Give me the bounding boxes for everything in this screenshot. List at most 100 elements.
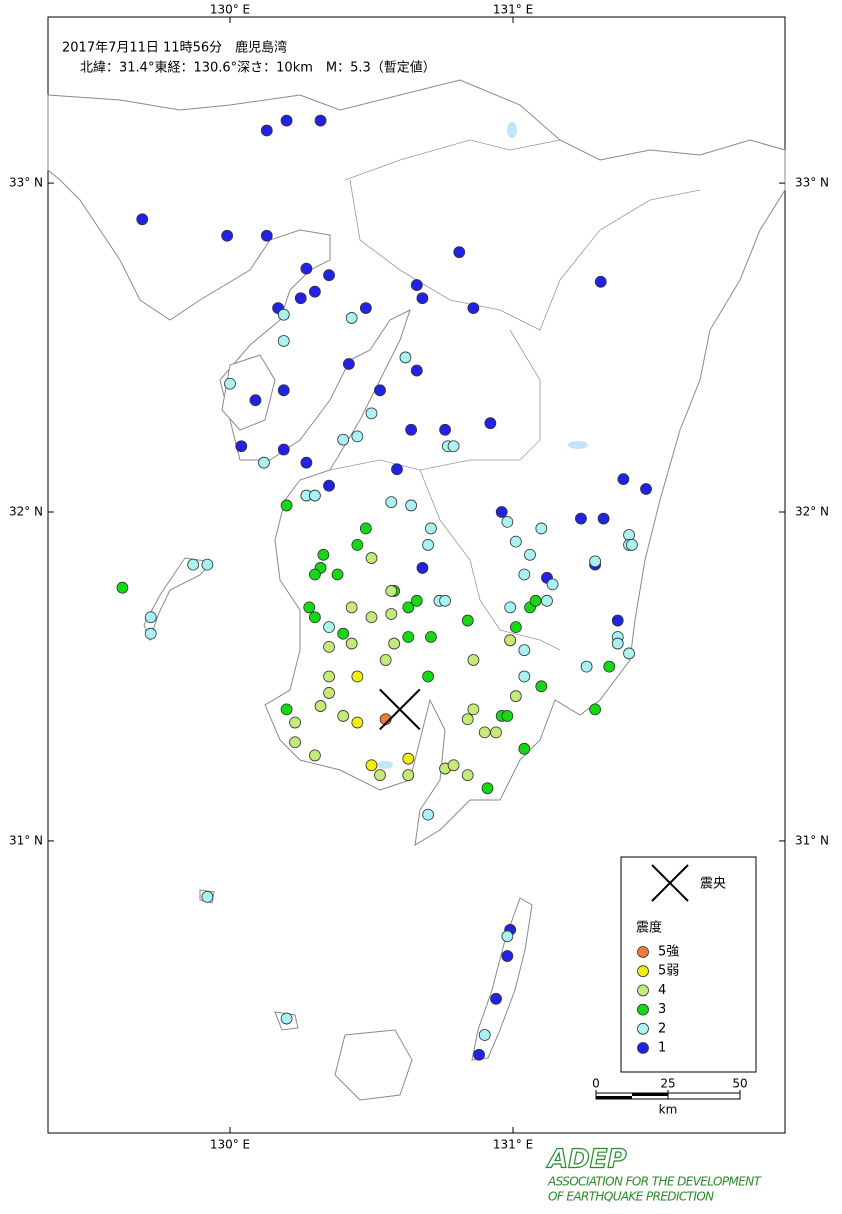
station [611,614,624,627]
station [144,627,157,640]
coastline [47,79,786,1101]
station [478,1029,491,1041]
station [359,302,372,314]
station [501,930,514,943]
legend-epicenter-icon [651,864,689,902]
station [289,716,301,729]
legend-title: 震度 [636,920,662,936]
station [323,687,335,699]
legend-swatch [637,1022,649,1035]
station [399,351,412,364]
y-tick-label: 33° N [795,176,829,190]
station [467,302,480,314]
station [277,443,290,456]
station [447,759,460,772]
station [447,440,460,453]
legend-swatch [637,946,649,958]
station [351,430,364,443]
station [345,637,358,650]
station [331,568,344,581]
station [308,489,321,502]
legend-label: 5弱 [658,964,679,979]
station [461,713,474,726]
station [453,246,466,259]
station [501,710,514,722]
station [594,275,607,288]
station [388,637,401,650]
station [490,726,502,739]
station [374,769,386,782]
station [201,890,214,903]
station [365,552,378,564]
station [611,637,624,650]
station [484,417,497,430]
station [323,479,335,492]
station [345,312,358,324]
station [405,499,418,512]
y-tick-label: 32° N [795,505,829,519]
y-tick-label: 33° N [9,176,43,190]
station [303,601,316,614]
station [623,647,635,660]
station [351,539,364,551]
station [260,229,273,242]
station [504,601,517,614]
station [546,578,559,591]
legend-label: 1 [658,1041,666,1056]
station [518,742,531,755]
station [461,614,474,627]
scale-tick-label: 50 [732,1077,747,1091]
legend-label: 3 [658,1002,666,1017]
station [575,512,587,525]
station [589,703,601,716]
station [422,670,435,683]
y-tick-label: 31° N [9,833,43,847]
subtitle: 北緯：31.4°東経：130.6°深さ：10km M：5.3（暫定値） [80,60,436,76]
station [323,670,335,683]
station [314,114,327,127]
station [425,522,437,535]
station [416,292,429,305]
y-tick-label: 32° N [9,505,43,519]
station [501,515,514,528]
legend-swatch [637,1003,649,1016]
x-tick-label: 130° E [210,3,250,17]
station [385,585,398,597]
station [277,335,290,347]
lakes [377,122,588,769]
station [597,512,610,525]
station [258,456,270,469]
legend-label: 4 [658,983,666,998]
x-tick-label: 131° E [493,1138,533,1152]
station [224,377,236,390]
station [260,124,273,137]
station [495,506,508,518]
station [473,1048,485,1061]
station [342,358,355,370]
station [535,680,548,693]
station [541,594,553,607]
station [280,499,293,512]
station [323,621,335,634]
station [603,660,616,673]
station [337,433,350,446]
legend-swatch [637,984,649,997]
station [280,114,293,127]
station [518,670,531,683]
station [422,808,435,821]
station [277,308,290,321]
station [365,759,378,772]
station [249,394,262,407]
logo: ADEP [546,1145,627,1175]
station [323,640,335,653]
station [221,229,234,242]
station [337,627,350,640]
station [359,522,372,535]
station [391,463,403,476]
station [422,539,435,551]
station [280,703,293,716]
station [345,601,358,614]
station [640,483,652,495]
legend-label: 2 [658,1021,666,1036]
